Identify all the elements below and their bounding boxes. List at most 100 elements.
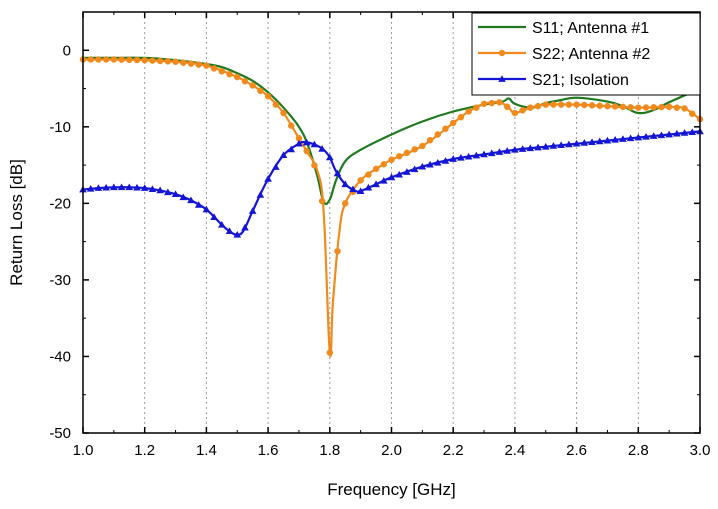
x-tick-label: 3.0 — [690, 442, 711, 459]
series-3-marker — [241, 223, 249, 231]
series-3-marker — [673, 129, 681, 137]
series-2-marker — [303, 147, 310, 155]
series-3-marker — [457, 154, 465, 161]
series-3-marker — [364, 183, 373, 191]
series-3-marker — [179, 193, 188, 201]
series-2-marker — [681, 105, 688, 112]
series-3-marker — [518, 145, 527, 152]
series-3-marker — [588, 138, 596, 145]
series-2-marker — [673, 104, 681, 111]
series-3-marker — [549, 142, 558, 149]
series-2-marker — [380, 161, 388, 168]
series-3-marker — [94, 184, 103, 191]
series-2-marker — [426, 136, 434, 144]
series-2-marker — [503, 103, 511, 111]
series-3-marker — [657, 131, 666, 139]
x-tick-label: 1.2 — [134, 442, 155, 459]
series-3-marker — [133, 183, 141, 191]
series-3-marker — [287, 145, 296, 153]
series-3-marker — [572, 139, 581, 147]
series-3-marker — [218, 220, 226, 228]
y-tick-label: -20 — [49, 195, 71, 212]
series-2-marker — [241, 78, 249, 85]
series-2-marker — [434, 131, 442, 138]
legend-label-2: S22; Antenna #2 — [532, 46, 650, 63]
series-3-marker — [580, 139, 589, 146]
series-2-marker — [287, 122, 295, 129]
x-tick-label: 2.8 — [628, 442, 649, 459]
series-2-marker — [619, 103, 627, 111]
series-2-marker — [272, 101, 280, 108]
series-3-marker — [310, 140, 319, 148]
y-axis-title: Return Loss [dB] — [7, 159, 26, 286]
x-tick-label: 1.6 — [258, 442, 279, 459]
legend-marker-3 — [498, 75, 506, 82]
series-2-marker — [187, 60, 195, 67]
series-3-marker — [649, 132, 658, 139]
series-3-marker — [626, 134, 635, 142]
series-2-marker — [442, 125, 449, 132]
series-2-marker — [449, 119, 457, 127]
series-3-marker — [403, 168, 411, 175]
series-3-marker — [86, 185, 95, 192]
series-2-marker — [164, 58, 172, 65]
series-2-marker — [357, 177, 364, 184]
legend-items: S11; Antenna #1 S22; Antenna #2 S21; Isola… — [478, 20, 650, 89]
series-3-marker — [410, 165, 419, 173]
series-2-marker — [658, 103, 665, 111]
series-2-marker — [473, 104, 480, 111]
series-2-marker — [334, 247, 341, 255]
series-2-marker — [457, 114, 465, 121]
series-3-marker — [264, 175, 272, 182]
series-2-marker — [318, 197, 326, 205]
series-2-marker — [234, 73, 241, 81]
series-3-marker — [387, 173, 396, 181]
series-3-marker — [487, 149, 496, 157]
series-3-marker — [148, 185, 157, 193]
series-3-marker — [256, 191, 265, 198]
y-tick-label: -40 — [49, 348, 71, 365]
x-tick-label: 2.4 — [504, 442, 525, 459]
legend-marker-2 — [498, 49, 506, 57]
x-tick-label: 2.2 — [443, 442, 464, 459]
series-2-marker — [149, 57, 156, 64]
series-3-marker — [619, 135, 627, 142]
series-3-marker — [557, 141, 565, 149]
series-2-marker — [527, 104, 534, 111]
x-tick-label: 2.6 — [566, 442, 587, 459]
series-3-marker — [356, 187, 365, 194]
series-2-marker — [218, 68, 226, 75]
series-3-marker — [565, 140, 573, 148]
series-2-marker — [172, 58, 179, 66]
y-tick-label: -10 — [49, 119, 71, 136]
series-2-marker — [419, 142, 426, 150]
series-2-marker — [156, 57, 164, 65]
series-2-marker — [542, 101, 549, 108]
series-2-marker — [126, 56, 133, 64]
series-3-marker — [426, 160, 434, 168]
series-2-marker — [627, 104, 634, 111]
series-line-1 — [82, 56, 701, 206]
series-2-marker — [488, 99, 496, 107]
series-2-marker — [280, 109, 287, 117]
series-3-marker — [688, 128, 697, 136]
series-2-marker — [511, 109, 519, 117]
series-3-marker — [187, 196, 195, 204]
x-tick-label: 1.8 — [319, 442, 340, 459]
series-2-marker — [611, 103, 619, 110]
series-3-marker — [164, 188, 172, 196]
series-2-marker — [519, 107, 526, 114]
series-2-marker — [226, 70, 233, 78]
series-2-marker — [102, 56, 110, 63]
series-3-marker — [333, 169, 342, 177]
markers-layer — [79, 56, 704, 356]
series-2-marker — [689, 110, 696, 118]
series-3-marker — [225, 227, 234, 235]
series-3-marker — [194, 201, 203, 208]
series-2-marker — [264, 92, 272, 100]
y-tick-label: -50 — [49, 425, 71, 442]
series-3-marker — [511, 145, 519, 153]
series-3-marker — [418, 162, 427, 170]
tick-labels: 1.0 1.2 1.4 1.6 1.8 2.0 2.2 2.4 2.6 2.8 3.0 0 -10 -20… — [49, 42, 710, 459]
series-3-marker — [171, 190, 180, 198]
